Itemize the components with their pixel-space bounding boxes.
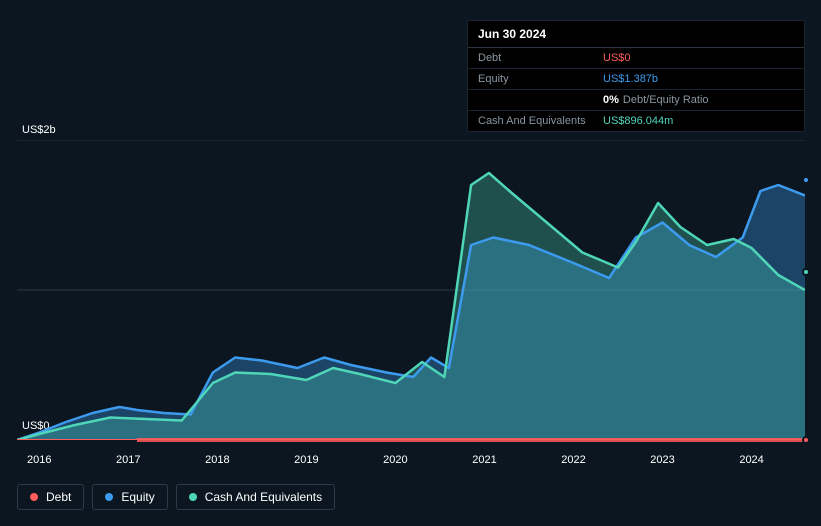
end-marker-equity [802, 176, 810, 184]
legend: Debt Equity Cash And Equivalents [17, 484, 335, 510]
x-tick: 2019 [294, 454, 318, 466]
tooltip-label-ratio [478, 94, 603, 106]
legend-dot-icon [30, 493, 38, 501]
x-tick: 2020 [383, 454, 407, 466]
x-axis: 2016 2017 2018 2019 2020 2021 2022 2023 2024 [17, 440, 805, 470]
tooltip-row-equity: Equity US$1.387b [468, 69, 804, 90]
tooltip-row-cash: Cash And Equivalents US$896.044m [468, 111, 804, 131]
x-tick: 2024 [739, 454, 763, 466]
legend-dot-icon [189, 493, 197, 501]
legend-item-debt[interactable]: Debt [17, 484, 84, 510]
tooltip-box: Jun 30 2024 Debt US$0 Equity US$1.387b 0… [467, 20, 805, 132]
x-tick: 2021 [472, 454, 496, 466]
end-marker-cash [802, 268, 810, 276]
tooltip-label-debt: Debt [478, 52, 603, 64]
legend-item-equity[interactable]: Equity [92, 484, 167, 510]
legend-label: Equity [121, 490, 154, 504]
legend-item-cash[interactable]: Cash And Equivalents [176, 484, 335, 510]
x-tick: 2023 [650, 454, 674, 466]
x-tick: 2018 [205, 454, 229, 466]
tooltip-row-debt: Debt US$0 [468, 48, 804, 69]
tooltip-date: Jun 30 2024 [468, 21, 804, 48]
x-tick: 2016 [27, 454, 51, 466]
legend-label: Debt [46, 490, 71, 504]
tooltip-value-ratio-label: Debt/Equity Ratio [623, 94, 709, 106]
tooltip-value-cash: US$896.044m [603, 115, 673, 127]
legend-label: Cash And Equivalents [205, 490, 322, 504]
y-axis-label-top: US$2b [22, 124, 56, 136]
tooltip-value-equity: US$1.387b [603, 73, 658, 85]
chart-container: US$2b US$0 20162017201820192020202120222… [17, 120, 805, 470]
tooltip-row-ratio: 0% Debt/Equity Ratio [468, 90, 804, 111]
x-tick: 2022 [561, 454, 585, 466]
x-tick: 2017 [116, 454, 140, 466]
chart-plot[interactable] [17, 140, 805, 440]
tooltip-value-debt: US$0 [603, 52, 631, 64]
tooltip-label-equity: Equity [478, 73, 603, 85]
tooltip-label-cash: Cash And Equivalents [478, 115, 603, 127]
tooltip-value-ratio-pct: 0% [603, 94, 619, 106]
area-cash [17, 173, 805, 440]
legend-dot-icon [105, 493, 113, 501]
